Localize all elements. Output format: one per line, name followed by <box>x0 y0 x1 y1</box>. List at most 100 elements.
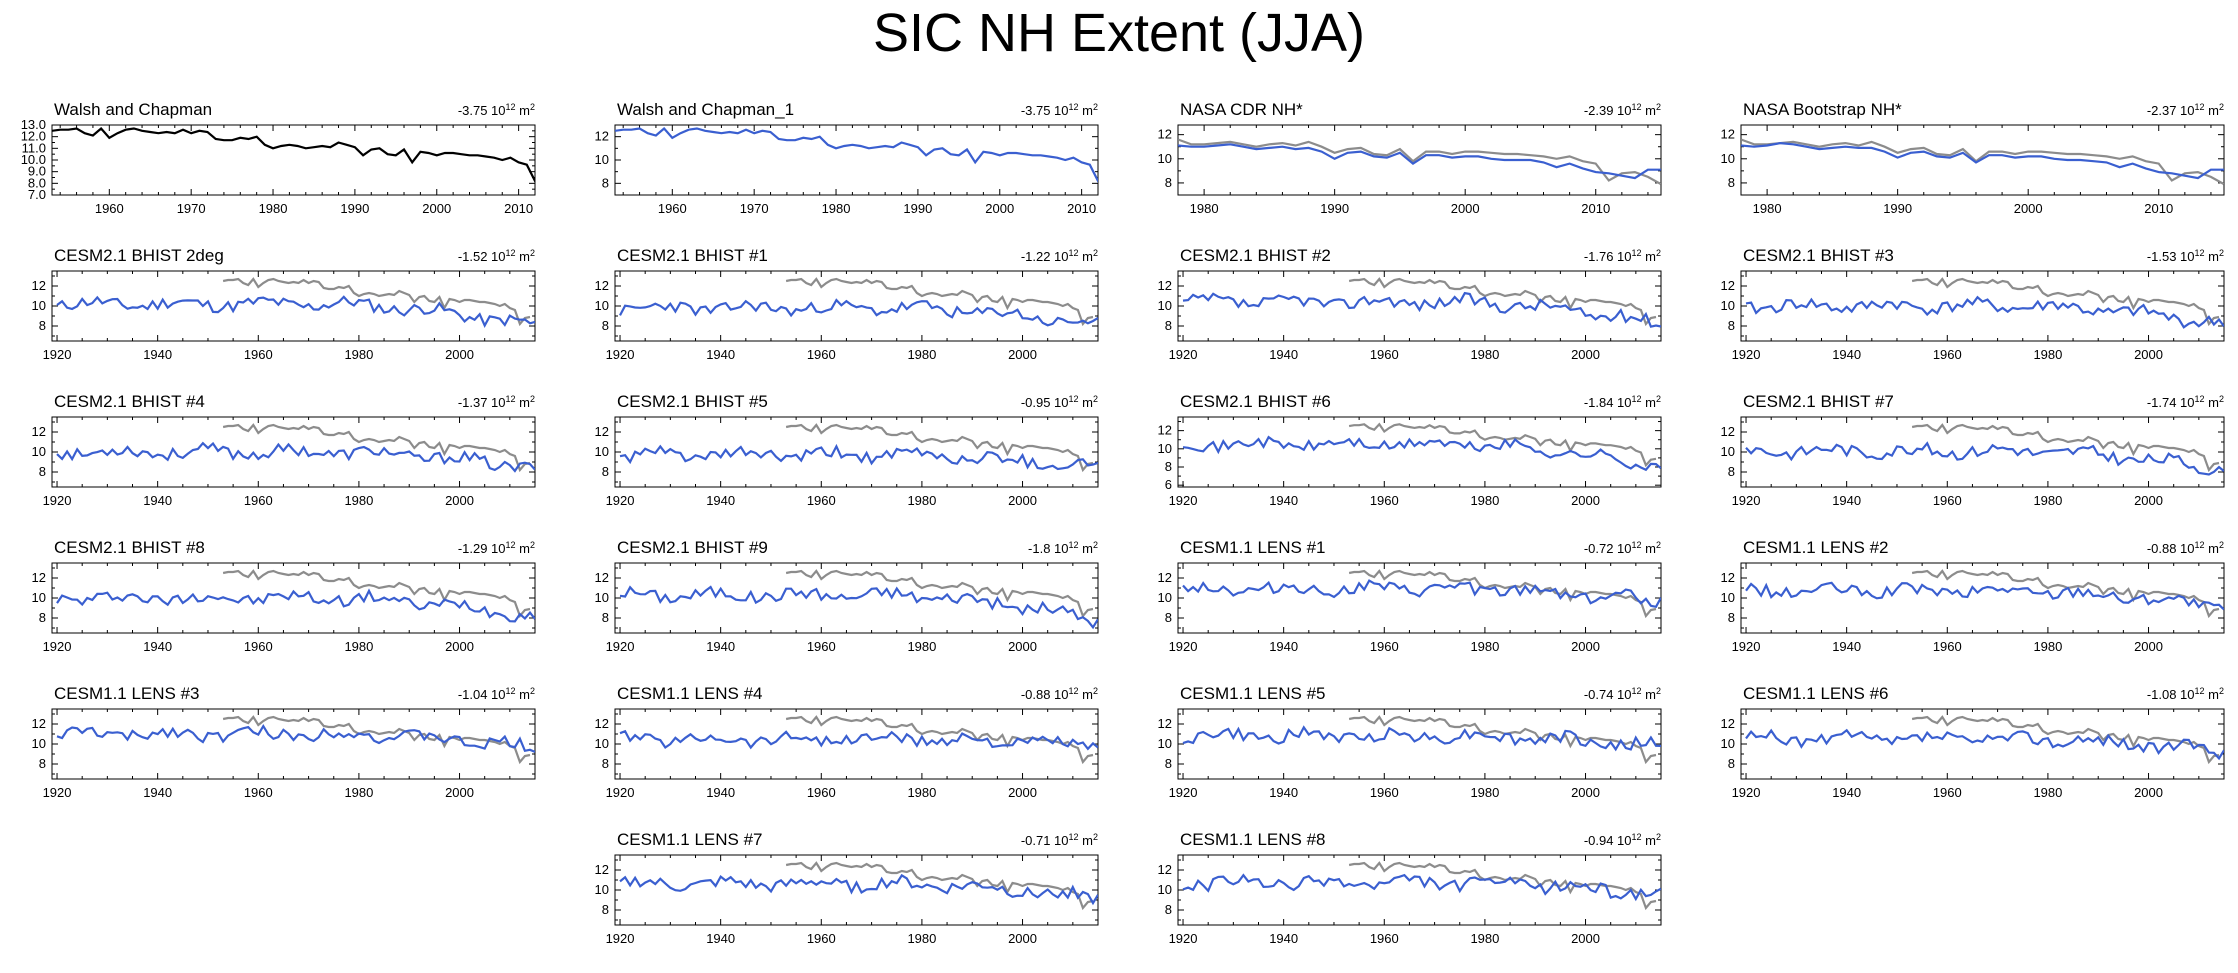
x-tick-label: 1920 <box>1169 493 1198 508</box>
plot-frame <box>1740 124 2225 196</box>
x-tick-label: 1920 <box>43 493 72 508</box>
panel-title: CESM2.1 BHIST #4 <box>54 392 205 411</box>
y-tick-label: 10 <box>595 882 609 897</box>
x-tick-label: 1920 <box>43 785 72 800</box>
x-tick-label: 1920 <box>606 493 635 508</box>
panel-title: CESM1.1 LENS #7 <box>617 830 763 849</box>
trend-label: -1.29 1012 m2 <box>458 540 535 556</box>
x-tick-label: 1980 <box>1470 639 1499 654</box>
x-tick-label: 1920 <box>1169 785 1198 800</box>
x-tick-label: 1990 <box>1883 201 1912 216</box>
panel-title: Walsh and Chapman_1 <box>617 100 794 119</box>
panel-title: CESM2.1 BHIST #8 <box>54 538 205 557</box>
y-tick-label: 8 <box>1165 902 1172 917</box>
trend-label: -1.74 1012 m2 <box>2147 394 2224 410</box>
x-tick-label: 1940 <box>143 639 172 654</box>
x-tick-label: 2000 <box>985 201 1014 216</box>
x-tick-label: 1970 <box>177 201 206 216</box>
x-tick-label: 2010 <box>2144 201 2173 216</box>
x-tick-label: 2000 <box>422 201 451 216</box>
x-tick-label: 1980 <box>907 931 936 946</box>
chart-panel: CESM1.1 LENS #8 -0.94 1012 m2 1920 1940 1960… <box>1158 830 1662 946</box>
panel-title: CESM2.1 BHIST #6 <box>1180 392 1331 411</box>
panel-title: CESM2.1 BHIST 2deg <box>54 246 224 265</box>
trend-label: -0.71 1012 m2 <box>1021 832 1098 848</box>
chart-panel: CESM1.1 LENS #1 -0.72 1012 m2 1920 1940 1960… <box>1158 538 1662 654</box>
x-tick-label: 2000 <box>445 785 474 800</box>
x-tick-label: 1980 <box>1470 931 1499 946</box>
x-tick-label: 1920 <box>1169 639 1198 654</box>
y-tick-label: 8 <box>1165 318 1172 333</box>
y-tick-label: 10 <box>1158 590 1172 605</box>
chart-panel: CESM2.1 BHIST 2deg -1.52 1012 m2 1920 1940 1… <box>32 246 536 362</box>
y-tick-label: 8 <box>1728 756 1735 771</box>
y-tick-label: 12 <box>1721 716 1735 731</box>
y-tick-label: 10 <box>1158 736 1172 751</box>
series-line <box>615 126 1098 183</box>
x-tick-label: 2000 <box>2134 785 2163 800</box>
x-tick-label: 1940 <box>1832 347 1861 362</box>
trend-label: -0.72 1012 m2 <box>1584 540 1661 556</box>
x-tick-label: 2000 <box>2014 201 2043 216</box>
y-tick-label: 8 <box>602 610 609 625</box>
series-line <box>1178 143 1661 180</box>
x-tick-label: 1940 <box>1269 493 1298 508</box>
x-tick-label: 1920 <box>606 639 635 654</box>
x-tick-label: 1990 <box>340 201 369 216</box>
y-tick-label: 8 <box>1728 464 1735 479</box>
page-title: SIC NH Extent (JJA) <box>872 3 1366 63</box>
y-tick-label: 8 <box>1728 318 1735 333</box>
x-tick-label: 1980 <box>2033 347 2062 362</box>
plot-frame <box>614 124 1099 196</box>
series-line <box>619 729 1098 751</box>
series-line <box>1182 579 1661 609</box>
series-line <box>222 715 531 765</box>
panel-title: CESM2.1 BHIST #3 <box>1743 246 1894 265</box>
y-tick-label: 12 <box>595 129 609 144</box>
chart-panel: CESM2.1 BHIST #8 -1.29 1012 m2 1920 1940 196… <box>32 538 536 654</box>
panel-title: NASA CDR NH* <box>1180 100 1303 119</box>
x-tick-label: 1960 <box>1370 347 1399 362</box>
x-tick-label: 1980 <box>822 201 851 216</box>
y-tick-label: 12 <box>32 278 46 293</box>
x-tick-label: 1920 <box>606 785 635 800</box>
x-tick-label: 2000 <box>445 347 474 362</box>
x-tick-label: 1940 <box>1269 639 1298 654</box>
y-tick-label: 10 <box>1721 298 1735 313</box>
x-tick-label: 1940 <box>706 931 735 946</box>
x-tick-label: 2000 <box>445 639 474 654</box>
panel-title: CESM2.1 BHIST #5 <box>617 392 768 411</box>
x-tick-label: 1940 <box>1269 931 1298 946</box>
y-tick-label: 8.0 <box>28 175 46 190</box>
x-tick-label: 1980 <box>1470 347 1499 362</box>
x-tick-label: 1960 <box>807 639 836 654</box>
series-line <box>1178 138 1661 186</box>
y-tick-label: 10.0 <box>21 152 46 167</box>
x-tick-label: 1940 <box>706 347 735 362</box>
x-tick-label: 2000 <box>445 493 474 508</box>
trend-label: -1.37 1012 m2 <box>458 394 535 410</box>
series-line <box>1348 861 1657 911</box>
chart-panel: CESM2.1 BHIST #3 -1.53 1012 m2 1920 1940 196… <box>1721 246 2225 362</box>
y-tick-label: 12 <box>1721 127 1735 142</box>
x-tick-label: 1920 <box>1732 639 1761 654</box>
x-tick-label: 1940 <box>1269 347 1298 362</box>
y-tick-label: 12 <box>595 862 609 877</box>
trend-label: -3.75 1012 m2 <box>458 102 535 118</box>
x-tick-label: 1920 <box>1169 931 1198 946</box>
series-line <box>1911 715 2220 765</box>
panel-title: CESM1.1 LENS #5 <box>1180 684 1326 703</box>
y-tick-label: 10 <box>595 444 609 459</box>
series-line <box>52 126 535 183</box>
series-line <box>785 277 1094 327</box>
series-line <box>1741 138 2224 186</box>
series-line <box>785 861 1094 911</box>
y-tick-label: 10 <box>32 444 46 459</box>
x-tick-label: 2000 <box>2134 493 2163 508</box>
x-tick-label: 1940 <box>143 347 172 362</box>
x-tick-label: 1980 <box>1470 493 1499 508</box>
series-line <box>1911 569 2220 619</box>
trend-label: -0.88 1012 m2 <box>2147 540 2224 556</box>
x-tick-label: 1980 <box>907 785 936 800</box>
x-tick-label: 2000 <box>2134 347 2163 362</box>
